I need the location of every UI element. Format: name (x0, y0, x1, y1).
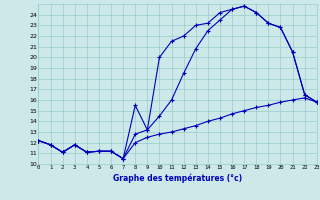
X-axis label: Graphe des températures (°c): Graphe des températures (°c) (113, 173, 242, 183)
